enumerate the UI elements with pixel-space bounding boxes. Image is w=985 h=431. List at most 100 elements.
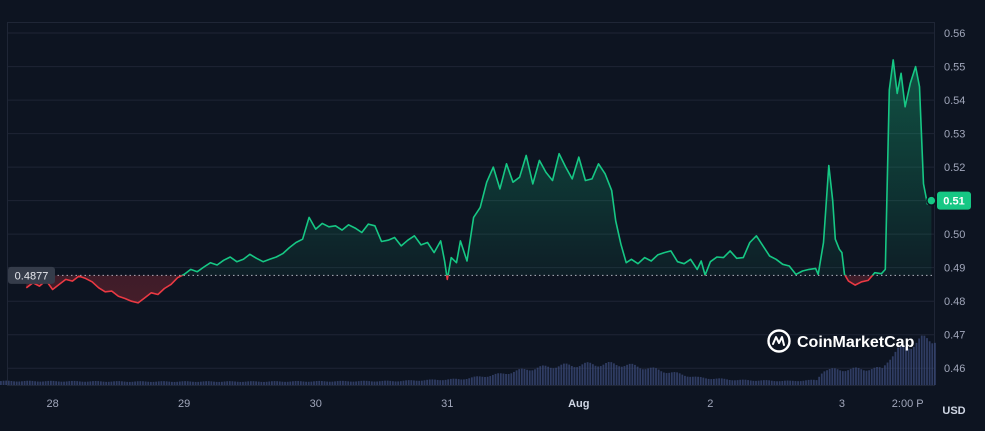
brand-name: CoinMarketCap (797, 334, 915, 351)
volume-bar (884, 365, 886, 385)
volume-bar (599, 366, 602, 385)
volume-bar (49, 380, 52, 385)
volume-bar (326, 381, 329, 385)
volume-bar (565, 363, 568, 385)
y-tick-label: 0.55 (944, 62, 965, 74)
y-tick-label: 0.46 (944, 363, 965, 375)
volume-bar (260, 381, 263, 385)
volume-bar (476, 376, 479, 385)
volume-bar (697, 376, 700, 385)
volume-bar (912, 346, 915, 385)
volume-bar (410, 380, 413, 385)
volume-bar (741, 379, 744, 385)
volume-bar (278, 381, 281, 385)
volume-bar (373, 381, 376, 385)
volume-bar (415, 380, 418, 385)
volume-bar (620, 366, 623, 385)
y-tick-label: 0.50 (944, 229, 965, 241)
volume-bar (352, 381, 355, 385)
volume-bar (928, 341, 931, 385)
volume-bar (320, 381, 323, 385)
volume-bar (257, 381, 260, 385)
volume-bar (60, 381, 63, 385)
volume-bar (776, 381, 778, 385)
volume-bar (281, 381, 284, 385)
volume-bar (102, 381, 105, 385)
volume-bar (342, 380, 344, 385)
volume-bar (815, 380, 818, 385)
volume-bar (868, 370, 871, 385)
volume-bar (44, 381, 47, 385)
volume-bar (834, 368, 836, 385)
volume-bar (89, 381, 92, 385)
volume-bar (310, 381, 313, 385)
volume-bar (778, 381, 781, 385)
volume-bar (463, 379, 465, 385)
volume-bar (555, 367, 557, 385)
volume-bar (673, 372, 676, 385)
volume-bar (97, 381, 100, 385)
volume-bar (628, 363, 631, 385)
volume-bar (10, 381, 13, 385)
volume-bar (168, 381, 171, 385)
volume-bar (702, 377, 705, 385)
volume-bar (855, 367, 857, 385)
volume-bar (849, 368, 852, 385)
volume-bar (13, 381, 15, 385)
volume-bar (7, 380, 10, 385)
volume-bar (647, 368, 650, 385)
volume-bar (63, 381, 65, 385)
volume-bar (539, 366, 542, 385)
volume-bar (720, 378, 723, 385)
volume-bar (878, 367, 881, 385)
volume-bar (478, 376, 481, 385)
volume-bar (347, 381, 350, 385)
volume-bar (284, 381, 286, 385)
volume-bar (544, 365, 547, 385)
volume-bar (841, 371, 844, 385)
volume-bar (78, 381, 81, 385)
volume-bar (786, 380, 789, 385)
volume-bar (234, 381, 236, 385)
volume-bar (370, 381, 373, 385)
volume-bar (160, 381, 163, 385)
volume-bar (136, 381, 139, 385)
volume-bar (918, 338, 921, 385)
volume-bar (518, 369, 521, 385)
volume-bar (773, 381, 776, 385)
volume-bar (926, 338, 928, 385)
volume-bar (812, 379, 815, 385)
volume-bar (23, 380, 26, 385)
volume-bar (828, 368, 831, 385)
volume-bar (534, 369, 536, 385)
volume-bar (907, 348, 910, 385)
volume-bar (657, 369, 660, 385)
volume-bar (799, 381, 802, 385)
volume-bar (563, 363, 565, 385)
volume-bar (323, 381, 326, 385)
volume-bar (584, 362, 586, 385)
volume-bar (384, 380, 386, 385)
volume-bar (823, 371, 826, 385)
volume-bar (405, 380, 407, 385)
volume-bar (552, 368, 555, 385)
volume-bar (699, 377, 702, 385)
volume-bar (676, 372, 678, 385)
volume-bar (15, 381, 18, 385)
volume-bar (73, 380, 76, 385)
volume-bar (18, 381, 21, 385)
volume-bar (381, 380, 384, 385)
y-tick-label: 0.49 (944, 263, 965, 275)
volume-bar (852, 367, 855, 385)
volume-bar (465, 379, 468, 385)
volume-bar (712, 378, 715, 385)
volume-bar (636, 366, 639, 385)
volume-bar (881, 368, 884, 385)
volume-bar (210, 381, 213, 385)
volume-bar (681, 374, 684, 385)
price-line-up (78, 59, 932, 276)
volume-bar (334, 381, 336, 385)
volume-bar (65, 381, 68, 385)
volume-bar (407, 380, 410, 385)
